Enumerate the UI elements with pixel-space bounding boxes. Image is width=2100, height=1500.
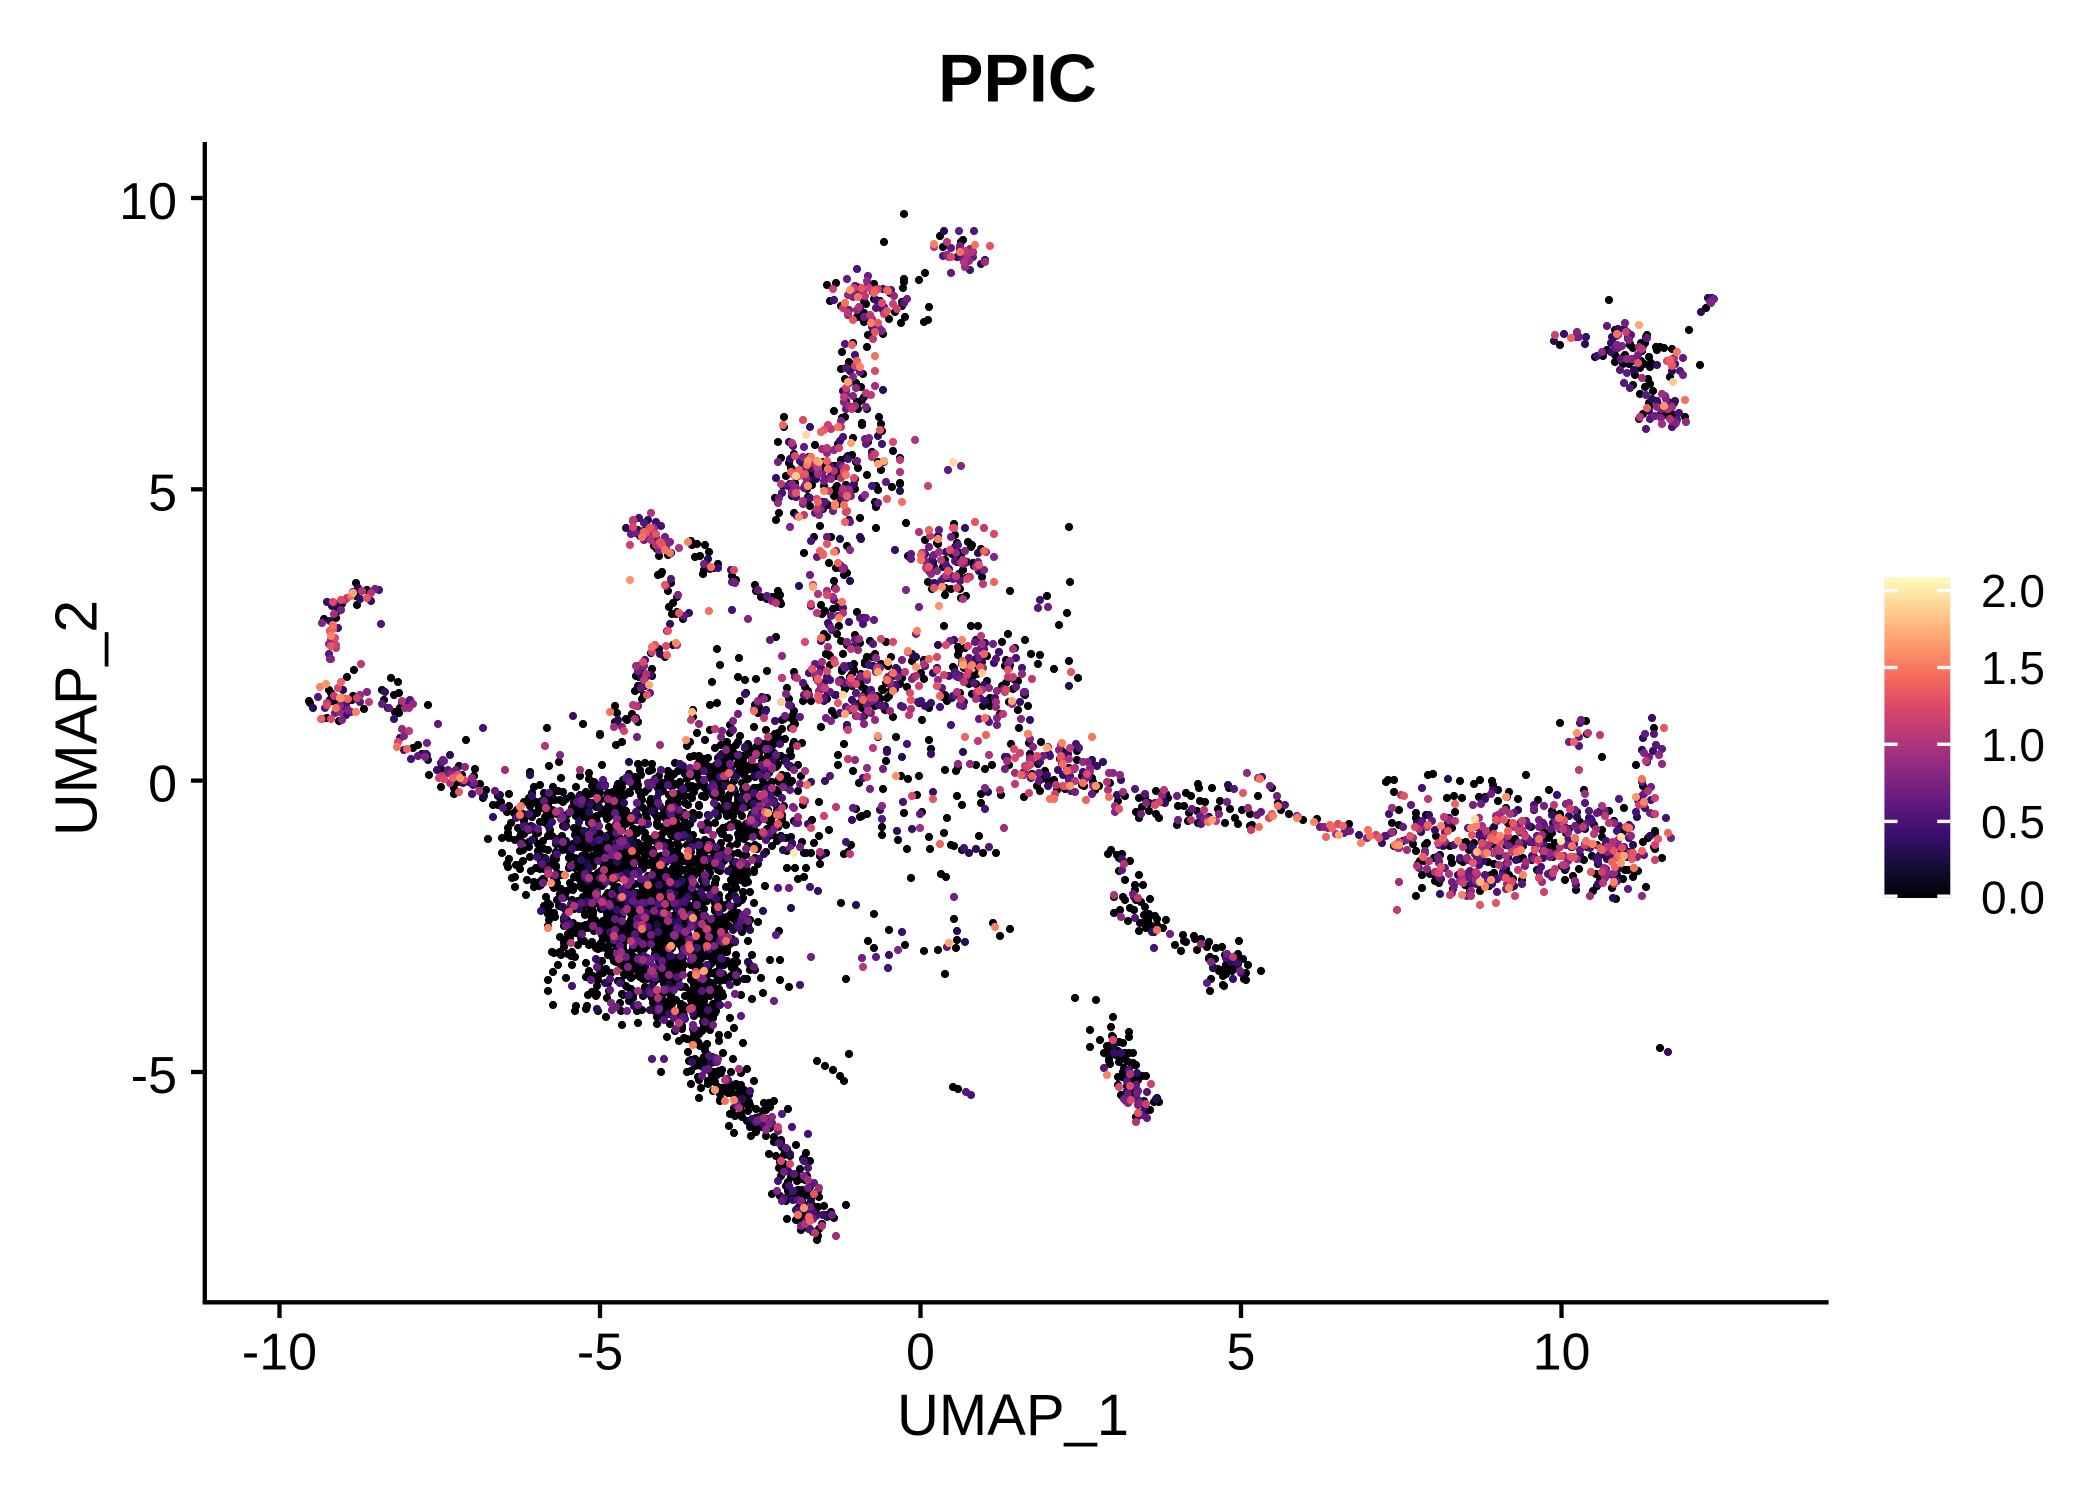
svg-text:UMAP_2: UMAP_2 (44, 600, 110, 836)
svg-text:10: 10 (119, 173, 177, 231)
svg-text:-5: -5 (131, 1047, 177, 1105)
svg-text:10: 10 (1533, 1324, 1591, 1382)
svg-text:-5: -5 (577, 1324, 623, 1382)
svg-text:0.0: 0.0 (1981, 872, 2045, 924)
svg-text:2.0: 2.0 (1981, 565, 2045, 617)
svg-text:0: 0 (906, 1324, 935, 1382)
svg-text:1.0: 1.0 (1981, 719, 2045, 771)
svg-text:UMAP_1: UMAP_1 (897, 1383, 1129, 1448)
svg-text:5: 5 (1227, 1324, 1256, 1382)
svg-text:0: 0 (148, 756, 177, 814)
svg-text:PPIC: PPIC (938, 41, 1097, 117)
svg-text:-10: -10 (242, 1324, 317, 1382)
svg-text:1.5: 1.5 (1981, 642, 2045, 694)
svg-text:5: 5 (148, 464, 177, 522)
svg-text:0.5: 0.5 (1981, 796, 2045, 848)
